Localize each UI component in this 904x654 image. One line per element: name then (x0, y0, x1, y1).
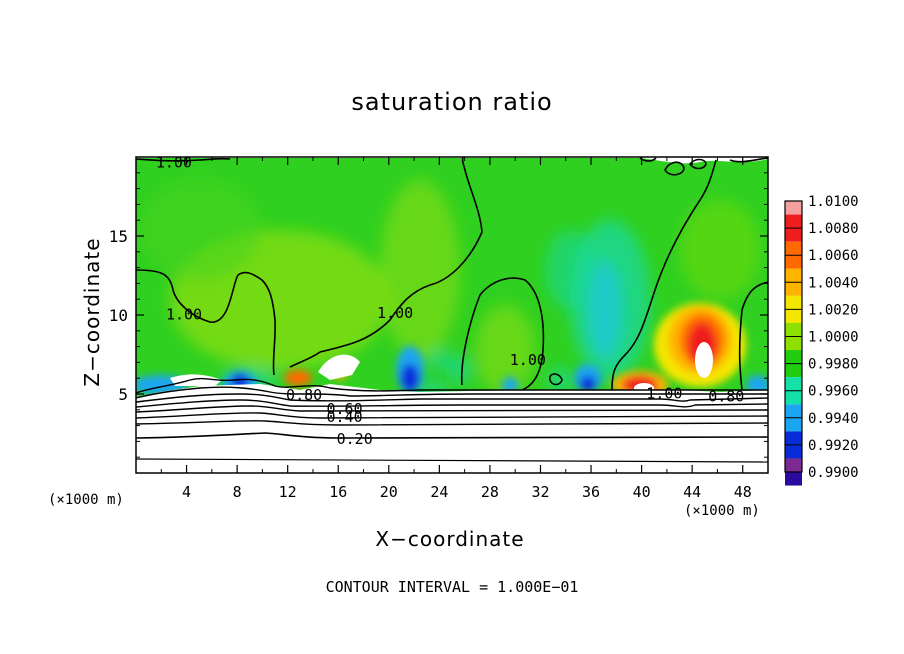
x-axis-label: X−coordinate (375, 527, 525, 551)
colorbar-swatch (785, 458, 802, 472)
contour-line-1-00-right (611, 159, 717, 391)
contour-label: 0.60 (326, 400, 362, 418)
inversion-contour-8 (136, 432, 768, 439)
colorbar-label: 1.0020 (808, 302, 859, 318)
contour-labels: 1.00 1.001.001.001.000.80 0.800.600.400.20 (156, 154, 744, 448)
colorbar-label: 1.0080 (808, 221, 859, 237)
x-unit-label-right: (×1000 m) (684, 503, 760, 519)
x-axis-ticks: 4 8 12 16 20 24 28 32 36 40 44 48 (160, 157, 752, 501)
inversion-contour-2 (136, 386, 768, 399)
contour-line-top-loop-1 (664, 161, 685, 176)
contour-label: 0.80 (286, 386, 322, 404)
field-blobs (140, 180, 760, 400)
unsaturated-patch-16 (318, 354, 360, 380)
contour-label: 1.00 (377, 304, 413, 322)
contour-label: 0.20 (337, 430, 373, 448)
inversion-contour-1 (136, 377, 768, 394)
contour-line-top-right (729, 157, 768, 163)
colorbar-label: 1.0000 (808, 330, 859, 346)
contour-interval-note: CONTOUR INTERVAL = 1.000E−01 (325, 578, 579, 596)
x-tick-label: 28 (481, 483, 499, 501)
saturated-patch-right (695, 342, 713, 378)
x-tick-label: 32 (531, 483, 549, 501)
y-tick-label: 15 (109, 227, 128, 246)
colorbar-label: 1.0040 (808, 275, 859, 291)
heatmap-field (136, 157, 768, 473)
y-axis-ticks: 5 10 15 (109, 172, 768, 458)
colorbar-label: 1.0060 (808, 248, 859, 264)
contour-label: 1.00 (156, 154, 192, 172)
contour-line-top-loop-2 (689, 158, 707, 170)
contour-line-1-00-far-right (738, 281, 768, 391)
inversion-contour-6 (136, 412, 768, 419)
x-tick-label: 4 (182, 483, 191, 501)
x-tick-label: 48 (734, 483, 752, 501)
x-tick-label: 36 (582, 483, 600, 501)
chart-title: saturation ratio (351, 88, 553, 116)
contour-line-1-00-arch (460, 277, 545, 391)
x-tick-label: 8 (233, 483, 242, 501)
inversion-contour-3 (136, 393, 768, 403)
inversion-contour-5 (136, 405, 768, 413)
colorbar-label: 0.9900 (808, 465, 859, 481)
x-tick-label: 44 (683, 483, 701, 501)
colorbar: 1.0100 1.0080 1.0060 1.0040 1.0020 1.0000 0.99… (784, 194, 859, 486)
y-tick-label: 10 (109, 306, 128, 325)
x-tick-label: 40 (633, 483, 651, 501)
colorbar-label: 0.9980 (808, 357, 859, 373)
inversion-contour-4 (136, 399, 768, 408)
colorbar-swatch (785, 201, 802, 215)
x-tick-label: 16 (329, 483, 347, 501)
y-tick-label: 5 (118, 385, 128, 404)
colorbar-label: 0.9960 (808, 384, 859, 400)
contour-label: 0.80 (708, 388, 744, 406)
colorbar-label: 0.9920 (808, 438, 859, 454)
x-tick-label: 20 (380, 483, 398, 501)
unsaturated-patch-left (170, 374, 222, 386)
inversion-contour-7 (136, 420, 768, 426)
x-unit-label-left: (×1000 m) (48, 492, 124, 508)
contour-line-1-00-central-end (289, 351, 321, 368)
contour-line-small-loop (549, 373, 563, 386)
colorbar-label: 0.9940 (808, 411, 859, 427)
colorbar-label: 1.0100 (808, 194, 859, 210)
contour-label: 1.00 (646, 384, 682, 402)
contour-label: 1.00 (510, 351, 546, 369)
x-tick-label: 12 (279, 483, 297, 501)
contour-lines (136, 157, 768, 391)
contour-line-1-00-top-left (136, 157, 231, 162)
x-tick-label: 24 (430, 483, 448, 501)
contour-line-1-00-left (136, 269, 276, 376)
contour-label: 1.00 (166, 305, 202, 323)
contour-label: 0.40 (326, 408, 362, 426)
contour-line-1-00-central (319, 157, 483, 353)
